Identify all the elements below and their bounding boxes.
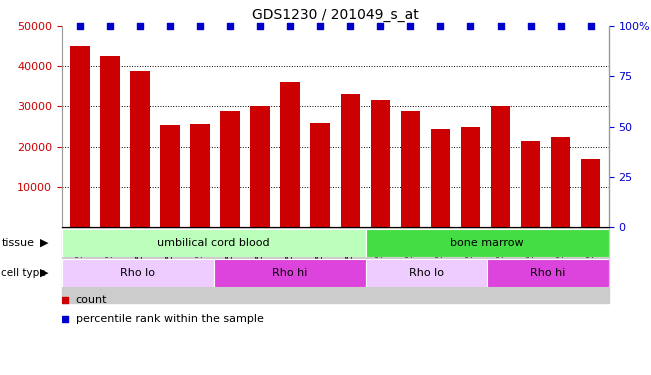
Text: Rho hi: Rho hi [272, 268, 307, 278]
Bar [62, 229, 366, 257]
Text: Rho hi: Rho hi [530, 268, 566, 278]
Text: count: count [76, 295, 107, 305]
Point [585, 23, 596, 29]
Text: Rho lo: Rho lo [120, 268, 156, 278]
Bar [551, 136, 570, 227]
Bar [130, 71, 150, 227]
Bar [190, 124, 210, 227]
Bar [281, 82, 300, 227]
Text: cell type: cell type [1, 268, 46, 278]
Point [135, 23, 145, 29]
Point [355, 221, 365, 227]
Point [255, 23, 266, 29]
Point [165, 23, 175, 29]
Bar [491, 106, 510, 227]
Bar [431, 129, 450, 227]
Bar [62, 227, 609, 303]
Text: ▶: ▶ [40, 268, 49, 278]
Bar [521, 141, 540, 227]
Bar [160, 124, 180, 227]
Bar [70, 46, 90, 227]
Point [375, 23, 385, 29]
Bar [311, 123, 330, 227]
Point [225, 23, 235, 29]
Text: ▶: ▶ [40, 238, 49, 248]
Bar [581, 159, 600, 227]
Bar [220, 111, 240, 227]
Bar [366, 229, 609, 257]
Bar [62, 259, 214, 287]
Text: percentile rank within the sample: percentile rank within the sample [76, 314, 264, 324]
Bar [487, 259, 609, 287]
Title: GDS1230 / 201049_s_at: GDS1230 / 201049_s_at [252, 9, 419, 22]
Point [436, 23, 446, 29]
Text: tissue: tissue [1, 238, 35, 248]
Bar [370, 100, 390, 227]
Bar [461, 127, 480, 227]
Point [495, 23, 506, 29]
Bar [214, 259, 366, 287]
Point [525, 23, 536, 29]
Point [285, 23, 296, 29]
Point [405, 23, 415, 29]
Bar [340, 94, 360, 227]
Bar [100, 56, 120, 227]
Point [105, 23, 115, 29]
Bar [400, 111, 420, 227]
Point [75, 23, 85, 29]
Point [195, 23, 205, 29]
Point [355, 51, 365, 57]
Point [465, 23, 476, 29]
Text: Rho lo: Rho lo [409, 268, 444, 278]
Point [555, 23, 566, 29]
Bar [251, 106, 270, 227]
Bar [366, 259, 487, 287]
Point [315, 23, 326, 29]
Point [345, 23, 355, 29]
Text: umbilical cord blood: umbilical cord blood [158, 238, 270, 248]
Text: bone marrow: bone marrow [450, 238, 524, 248]
